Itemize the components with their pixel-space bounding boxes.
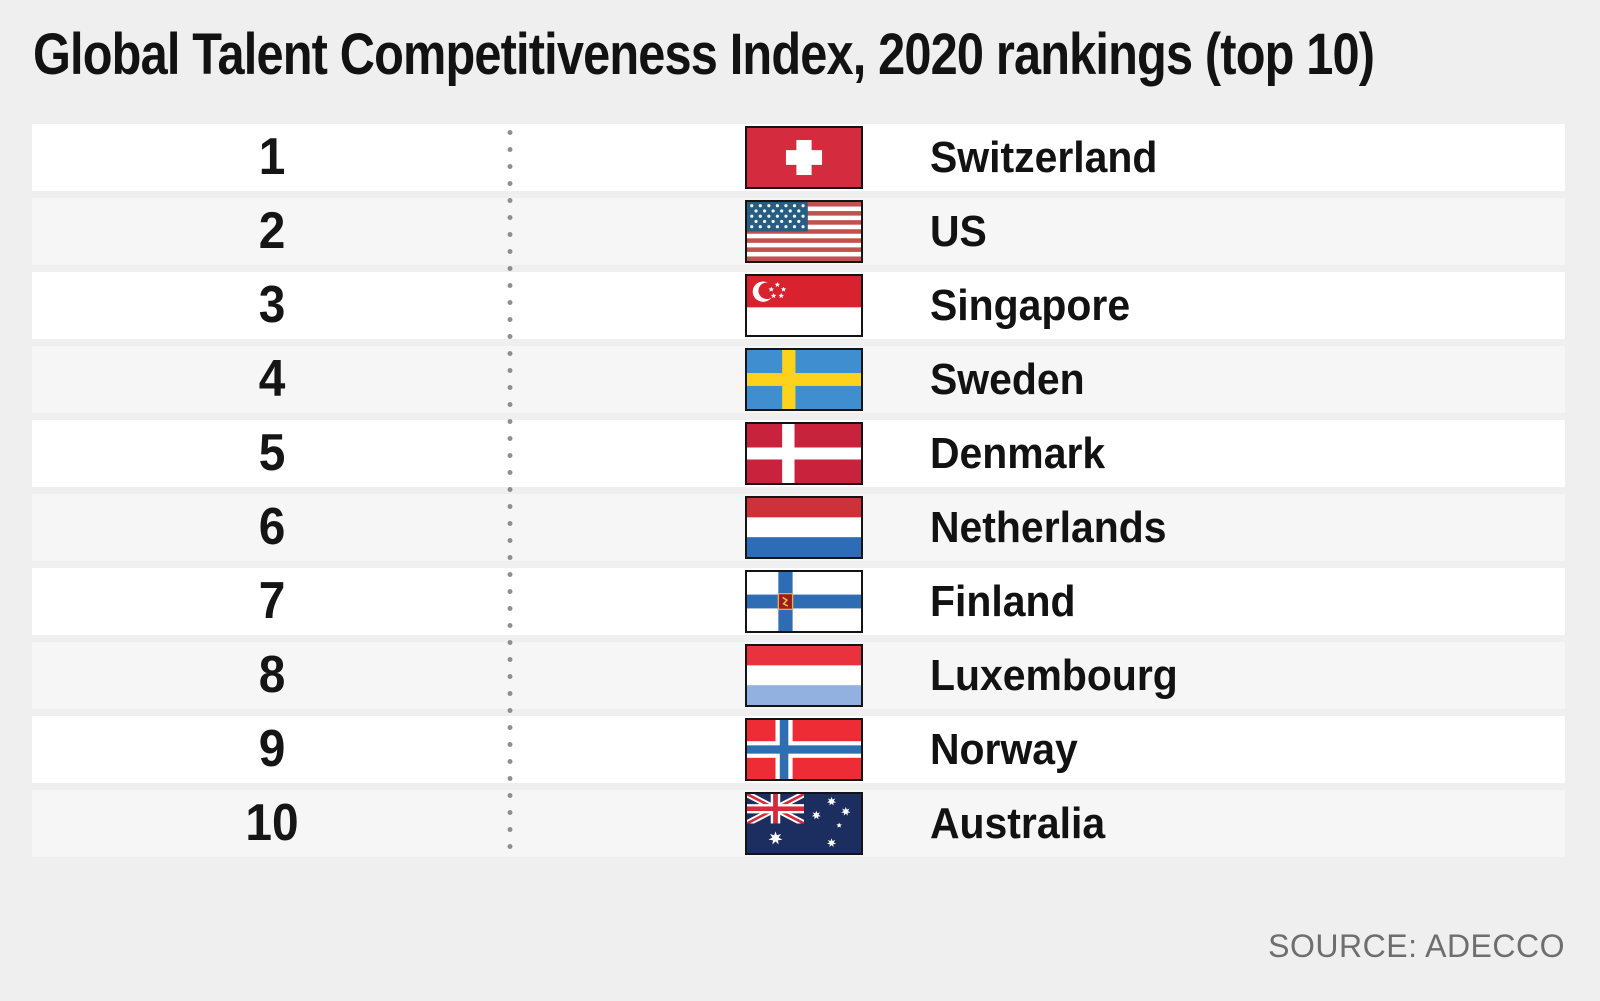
country-label: Sweden	[930, 346, 1085, 413]
table-row: 6 Netherlands	[32, 494, 1565, 561]
flag-finland-icon	[745, 570, 863, 633]
country-name-text: Finland	[930, 577, 1076, 626]
rank-label: 5	[258, 424, 286, 482]
rank-label: 6	[258, 498, 286, 556]
rank-label: 10	[245, 794, 299, 852]
table-row: 8 Luxembourg	[32, 642, 1565, 709]
country-name-text: Luxembourg	[930, 651, 1178, 700]
table-row: 9 Norway	[32, 716, 1565, 783]
table-row: 4 Sweden	[32, 346, 1565, 413]
country-label: Singapore	[930, 272, 1130, 339]
table-row: 3 Singapore	[32, 272, 1565, 339]
rank-label: 3	[258, 276, 286, 334]
rankings-table: 1 Switzerland 2 US 3 Singapore 4 Sweden 5 Denmark…	[32, 124, 1565, 864]
flag-singapore-icon	[745, 274, 863, 337]
table-row: 5 Denmark	[32, 420, 1565, 487]
country-label: Netherlands	[930, 494, 1166, 561]
flag-us-icon	[745, 200, 863, 263]
rank-label: 4	[258, 350, 286, 408]
country-label: Luxembourg	[930, 642, 1178, 709]
country-name-text: Switzerland	[930, 133, 1158, 182]
source-credit: SOURCE: ADECCO	[1268, 928, 1565, 964]
flag-luxembourg-icon	[745, 644, 863, 707]
table-row: 1 Switzerland	[32, 124, 1565, 191]
flag-australia-icon	[745, 792, 863, 855]
flag-netherlands-icon	[745, 496, 863, 559]
rank-label: 2	[258, 202, 286, 260]
rank-label: 8	[258, 646, 286, 704]
flag-sweden-icon	[745, 348, 863, 411]
country-label: US	[930, 198, 987, 265]
country-label: Australia	[930, 790, 1105, 857]
country-name-text: US	[930, 207, 987, 256]
country-label: Finland	[930, 568, 1075, 635]
rank-label: 1	[258, 128, 286, 186]
country-name-text: Netherlands	[930, 503, 1167, 552]
dotted-divider	[507, 124, 513, 858]
country-name-text: Australia	[930, 799, 1106, 848]
country-name-text: Denmark	[930, 429, 1106, 478]
country-name-text: Norway	[930, 725, 1078, 774]
country-name-text: Sweden	[930, 355, 1085, 404]
flag-norway-icon	[745, 718, 863, 781]
page-title: Global Talent Competitiveness Index, 202…	[33, 22, 1375, 87]
flag-denmark-icon	[745, 422, 863, 485]
country-label: Denmark	[930, 420, 1105, 487]
flag-switzerland-icon	[745, 126, 863, 189]
table-row: 7 Finland	[32, 568, 1565, 635]
table-row: 2 US	[32, 198, 1565, 265]
country-name-text: Singapore	[930, 281, 1131, 330]
rank-label: 9	[258, 720, 286, 778]
country-label: Switzerland	[930, 124, 1157, 191]
country-label: Norway	[930, 716, 1078, 783]
rank-label: 7	[258, 572, 286, 630]
table-row: 10 Australia	[32, 790, 1565, 857]
